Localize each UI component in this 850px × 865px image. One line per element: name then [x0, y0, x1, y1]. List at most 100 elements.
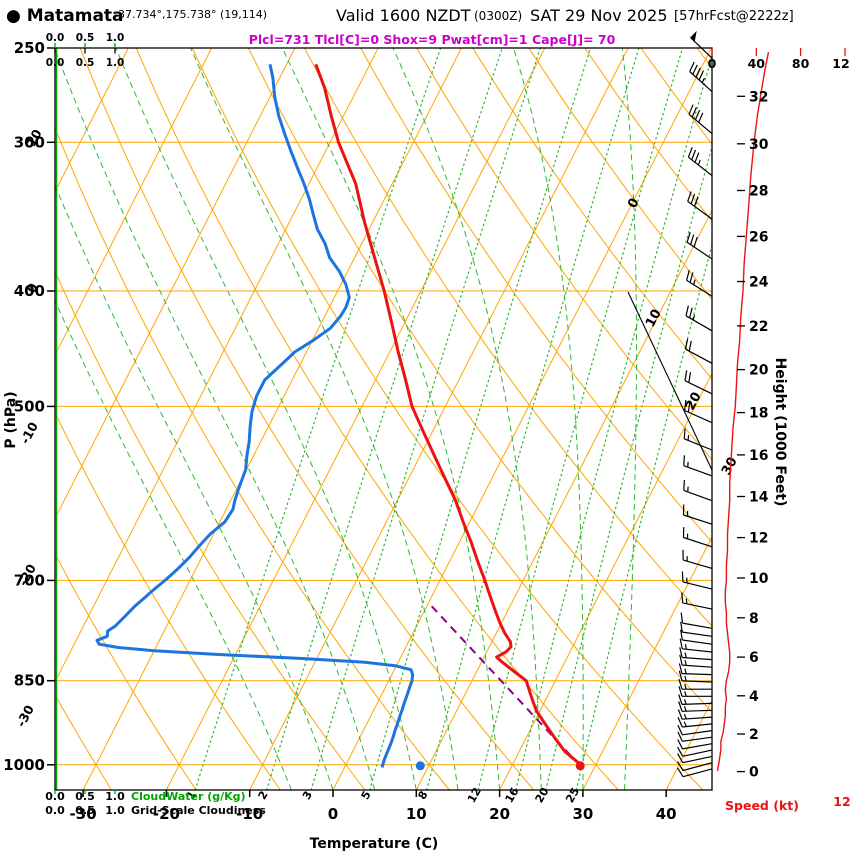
barb-staff: [682, 665, 712, 667]
moist-adiabat-line: [3, 48, 333, 790]
height-tick-label: 32: [749, 89, 768, 105]
mixing-ratio-label: 16: [503, 785, 522, 805]
mixing-ratio-line: [370, 48, 591, 790]
cloudwater-bottom-label: 0.0: [45, 790, 65, 803]
barb-staff: [682, 649, 712, 652]
wind-barb: [684, 505, 713, 525]
barb-full: [693, 65, 698, 74]
height-tick-label: 16: [749, 448, 768, 464]
barb-full: [690, 62, 695, 71]
dewpoint-profile-line: [97, 64, 413, 767]
barb-full: [684, 428, 685, 438]
cloudiness-bottom-label: 0.5: [75, 804, 95, 817]
station-coords: -37.734°,175.738° (19,114): [114, 8, 267, 21]
mixing-ratio-line: [195, 48, 440, 790]
barb-full: [687, 270, 690, 280]
pressure-tick-label: 400: [14, 282, 45, 300]
cloudiness-top-label: 0.5: [76, 57, 95, 69]
barb-half: [685, 644, 686, 649]
speed-axis-edge-label: 12: [833, 794, 850, 809]
temperature-axis-title: Temperature (C): [310, 836, 439, 852]
pressure-axis-title: P (hPa): [3, 391, 19, 448]
mixing-ratio-label: 8: [416, 789, 431, 802]
mixing-ratio-line: [267, 48, 503, 790]
sounding-params: Plcl=731 Tlcl[C]=0 Shox=9 Pwat[cm]=1 Cap…: [249, 32, 616, 47]
temperature-tick-label: 10: [406, 805, 427, 823]
valid-utc: (0300Z): [474, 9, 522, 23]
barb-half: [685, 699, 687, 704]
barb-half: [698, 160, 700, 165]
surface-temperature-dot: [576, 761, 585, 770]
speed-tick-label: 40: [748, 56, 766, 71]
barb-staff: [682, 632, 712, 636]
boundary-line: [628, 292, 712, 470]
cloudwater-bottom-label: 0.5: [75, 790, 95, 803]
wind-barb: [686, 339, 713, 363]
isotherm-line: [583, 48, 850, 790]
cloudwater-top-label: 1.0: [106, 32, 125, 44]
barb-staff: [688, 201, 712, 219]
barb-staff: [683, 750, 712, 756]
height-axis-title: Height (1000 Feet): [772, 358, 788, 507]
barb-half: [685, 684, 687, 689]
barb-staff: [684, 538, 713, 547]
height-tick-label: 12: [749, 531, 768, 547]
barb-full: [685, 370, 687, 380]
barb-staff: [683, 763, 712, 771]
barb-half: [684, 714, 686, 719]
barb-full: [691, 235, 694, 245]
cloudwater-top-label: 0.5: [76, 32, 95, 44]
height-tick-label: 24: [749, 275, 769, 291]
barb-half: [688, 435, 689, 440]
dry-adiabat-line: [641, 48, 850, 790]
height-tick-label: 28: [749, 184, 768, 200]
barb-full: [699, 113, 703, 123]
barb-staff: [682, 737, 712, 741]
barb-full: [686, 306, 688, 316]
pressure-tick-label: 700: [14, 571, 45, 589]
skewt-grid-layer: [0, 48, 850, 790]
wind-barb: [681, 630, 712, 645]
barb-half: [685, 669, 686, 674]
surface-dewpoint-dot: [416, 761, 425, 770]
wind-barb: [682, 592, 712, 609]
isotherm-line: [83, 48, 461, 790]
height-tick-label: 4: [749, 689, 759, 705]
barb-staff: [682, 640, 712, 644]
mixing-ratio-label: 20: [533, 785, 552, 805]
height-tick-label: 2: [749, 727, 759, 743]
wind-barb: [687, 232, 712, 259]
barb-staff: [684, 515, 713, 524]
barb-staff: [685, 381, 712, 394]
cloudiness-bottom-label: 0.0: [45, 804, 65, 817]
barb-full: [681, 613, 682, 623]
plot-border: [55, 48, 712, 790]
speed-tick-label: 12: [832, 56, 849, 71]
mixing-ratio-line: [546, 48, 740, 790]
temperature-tick-label: 20: [489, 805, 510, 823]
cloudiness-top-label: 1.0: [106, 57, 125, 69]
moist-adiabat-line: [622, 48, 636, 790]
pressure-tick-label: 850: [14, 672, 45, 690]
temperature-tick-label: 40: [656, 805, 677, 823]
height-tick-label: 26: [749, 229, 768, 245]
barb-staff: [684, 490, 712, 500]
temperature-tick-label: 30: [572, 805, 593, 823]
cloudwater-bottom-label: 1.0: [105, 790, 125, 803]
barb-pennant: [690, 31, 696, 42]
barb-half: [685, 660, 686, 665]
height-tick-label: 22: [749, 319, 768, 335]
barb-staff: [682, 724, 712, 727]
isotherm-line: [500, 48, 850, 790]
barb-full: [695, 197, 699, 207]
moist-adiabat-line: [393, 48, 541, 790]
speed-tick-label: 80: [792, 56, 810, 71]
cloudiness-legend-label: Grid-Scale Cloudiness: [131, 804, 266, 817]
barb-full: [696, 68, 701, 78]
barb-staff: [683, 744, 713, 749]
dry-adiabat-label: -10: [17, 419, 41, 446]
barb-staff: [683, 603, 712, 609]
height-tick-label: 0: [749, 765, 759, 781]
dry-adiabat-line: [136, 48, 618, 790]
height-tick-label: 20: [749, 363, 769, 379]
